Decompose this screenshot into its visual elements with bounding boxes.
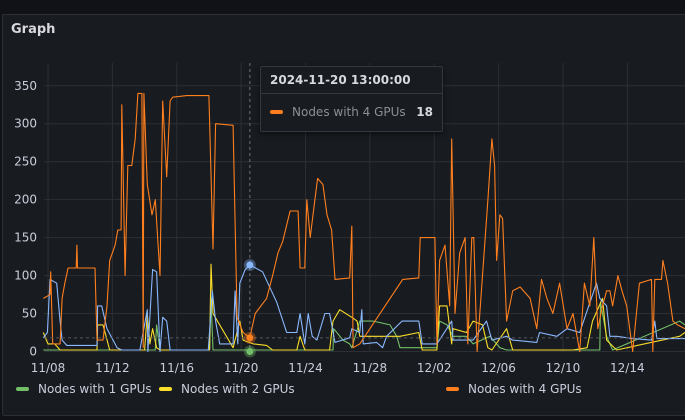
hover-point-blue — [246, 261, 254, 269]
legend-item-4-gpus[interactable]: Nodes with 4 GPUs — [446, 382, 582, 396]
x-tick-label: 11/08 — [31, 361, 66, 375]
x-tick-label: 12/02 — [417, 361, 452, 375]
legend-swatch-yellow — [159, 387, 172, 391]
legend-item-1-gpus[interactable]: Nodes with 1 GPUs — [16, 382, 152, 396]
y-tick-label: 200 — [14, 193, 37, 207]
legend-label: Nodes with 1 GPUs — [38, 382, 152, 396]
series-lines — [42, 92, 685, 353]
tooltip-divider — [261, 93, 442, 94]
legend-swatch-orange — [446, 387, 459, 391]
x-tick-label: 12/10 — [546, 361, 581, 375]
hover-point-green — [246, 348, 254, 355]
y-tick-label: 300 — [14, 117, 37, 131]
legend-label: Nodes with 2 GPUs — [181, 382, 295, 396]
tooltip-series-name: Nodes with 4 GPUs — [292, 105, 406, 119]
y-tick-label: 250 — [14, 155, 37, 169]
panel-title[interactable]: Graph — [11, 22, 56, 37]
series-line-orange — [43, 92, 685, 353]
x-tick-label: 11/12 — [95, 361, 130, 375]
x-tick-label: 12/14 — [610, 361, 645, 375]
legend-label: Nodes with 4 GPUs — [468, 382, 582, 396]
x-tick-label: 11/28 — [353, 361, 388, 375]
hover-point-orange — [246, 334, 254, 342]
legend: Nodes with 1 GPUs Nodes with 2 GPUs Node… — [0, 382, 685, 400]
y-tick-label: 150 — [14, 231, 37, 245]
x-tick-label: 11/24 — [288, 361, 323, 375]
y-tick-label: 100 — [14, 269, 37, 283]
y-tick-label: 50 — [22, 307, 37, 321]
legend-swatch-green — [16, 387, 29, 391]
tooltip-value: 18 — [416, 105, 433, 119]
x-tick-label: 12/06 — [481, 361, 516, 375]
tooltip-time: 2024-11-20 13:00:00 — [270, 73, 411, 87]
y-axis-ticks: 0 50 100 150 200 250 300 350 — [14, 79, 37, 359]
hover-tooltip: 2024-11-20 13:00:00 Nodes with 4 GPUs 18 — [260, 66, 443, 132]
y-tick-label: 350 — [14, 79, 37, 93]
series-line-blue — [42, 264, 685, 353]
tooltip-row: Nodes with 4 GPUs 18 — [270, 105, 433, 119]
tooltip-swatch — [270, 110, 283, 114]
y-tick-label: 0 — [29, 345, 37, 359]
x-tick-label: 11/16 — [159, 361, 194, 375]
hover-crosshair — [44, 63, 685, 358]
grid — [44, 63, 685, 352]
x-tick-label: 11/20 — [224, 361, 259, 375]
x-axis-ticks: 11/08 11/12 11/16 11/20 11/24 11/28 12/02 12/06… — [31, 361, 645, 375]
legend-item-2-gpus[interactable]: Nodes with 2 GPUs — [159, 382, 295, 396]
